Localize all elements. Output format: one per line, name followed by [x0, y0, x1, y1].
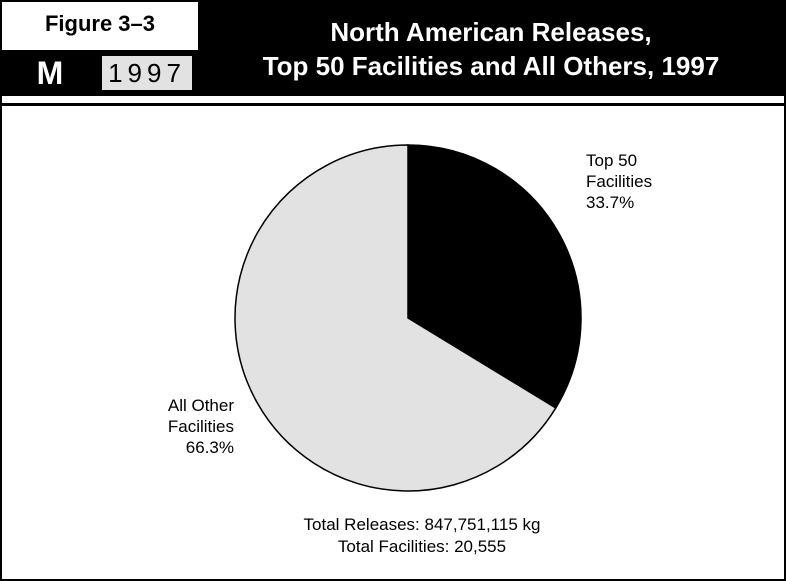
total-releases-note: Total Releases: 847,751,115 kg — [304, 515, 541, 534]
chart-title: North American Releases, Top 50 Faciliti… — [198, 2, 784, 96]
pie-chart: Top 50 Facilities 33.7% All Other Facilities… — [168, 144, 652, 556]
category-letter: M — [36, 54, 64, 91]
slice-name-label: Facilities — [168, 417, 234, 436]
header-gap — [2, 96, 784, 102]
slice-percent-label: 66.3% — [186, 438, 234, 457]
slice-name-label: Facilities — [586, 172, 652, 191]
chart-title-line-1: North American Releases, — [330, 17, 652, 47]
slice-name-label: Top 50 — [586, 151, 637, 170]
header-rule — [2, 103, 784, 106]
slice-labels: Top 50 Facilities 33.7% All Other Facilities… — [168, 151, 652, 457]
chart-title-line-2: Top 50 Facilities and All Others, 1997 — [262, 51, 720, 81]
category-badge: M 1997 — [2, 50, 198, 96]
slice-name-label: All Other — [168, 396, 234, 415]
pie-slice-2 — [234, 144, 557, 492]
year-badge: 1997 — [102, 56, 192, 90]
figure-header: Figure 3–3 M 1997 North American Release… — [2, 2, 784, 108]
pie-slices — [234, 144, 582, 492]
figure-number: Figure 3–3 — [2, 2, 198, 46]
total-facilities-note: Total Facilities: 20,555 — [338, 537, 506, 556]
chart-annotations: Total Releases: 847,751,115 kg Total Faci… — [304, 515, 541, 556]
pie-slice-1 — [407, 144, 582, 409]
slice-percent-label: 33.7% — [586, 193, 634, 212]
